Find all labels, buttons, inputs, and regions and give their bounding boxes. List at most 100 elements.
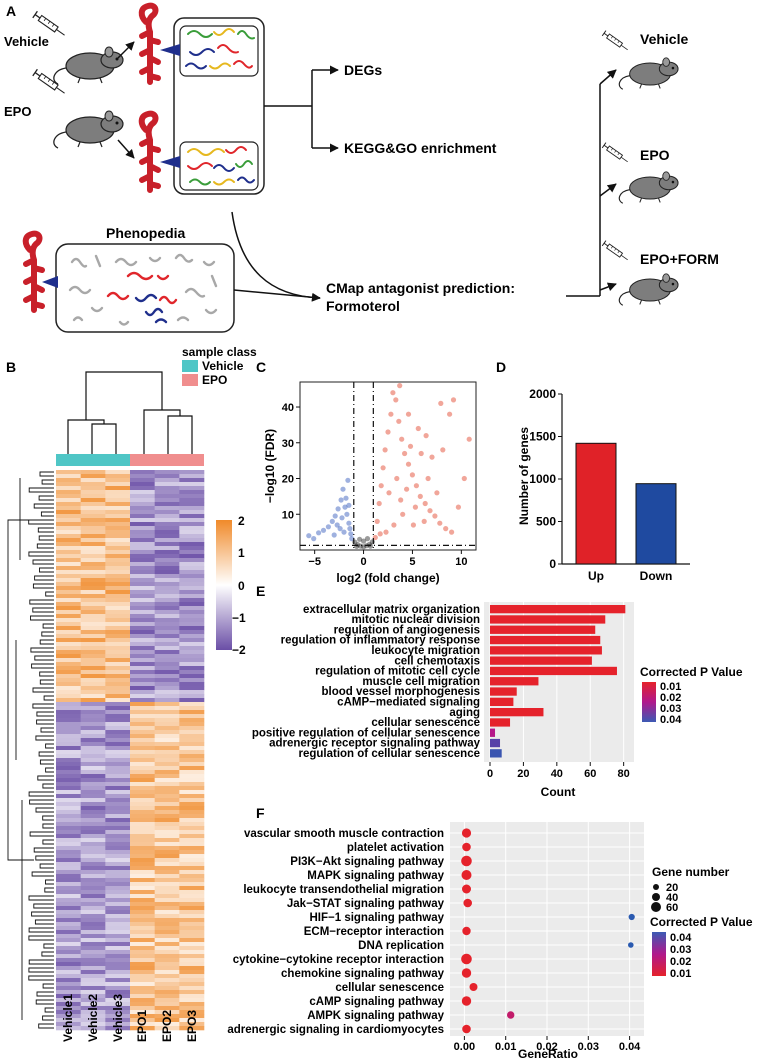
heatmap-cell	[179, 830, 205, 835]
dendrogram-branch	[39, 671, 54, 677]
heatmap-cell	[154, 934, 180, 939]
heatmap-cell	[130, 926, 155, 931]
heatmap-cell	[179, 614, 205, 619]
pathway-dot	[462, 842, 471, 852]
dendrogram-branch	[28, 551, 54, 557]
heatmap-cell	[80, 666, 106, 671]
heatmap-cell	[179, 738, 205, 743]
x-tick-label: 0.04	[619, 1041, 641, 1053]
heatmap-cell	[56, 698, 81, 703]
volcano-point	[364, 536, 371, 542]
heatmap-cell	[80, 834, 106, 839]
heatmap-cell	[80, 530, 106, 535]
heatmap-cell	[154, 498, 180, 503]
heatmap-cell	[130, 814, 155, 819]
heatmap-cell	[56, 770, 81, 775]
heatmap-cell	[179, 502, 205, 507]
heatmap-cell	[179, 758, 205, 763]
heatmap-cell	[179, 658, 205, 663]
heatmap-cell	[80, 554, 106, 559]
heatmap-cell	[105, 550, 131, 555]
heatmap-cell	[154, 578, 180, 583]
heatmap-cell	[130, 522, 155, 527]
mouse-icon	[53, 110, 124, 149]
size-legend-label: 60	[666, 902, 678, 914]
heatmap-cell	[80, 586, 106, 591]
heatmap-cell	[56, 790, 81, 795]
heatmap-cell	[154, 890, 180, 895]
heatmap-cell	[56, 950, 81, 955]
sample-label: EPO3	[185, 1010, 199, 1042]
heatmap-cell	[154, 618, 180, 623]
volcano-point	[450, 397, 457, 403]
heatmap-cell	[105, 546, 131, 551]
heatmap-cell	[80, 750, 106, 755]
heatmap-cell	[130, 534, 155, 539]
heatmap-cell	[105, 1026, 131, 1031]
heatmap-cell	[154, 954, 180, 959]
heatmap-cell	[154, 542, 180, 547]
heatmap-cell	[105, 934, 131, 939]
volcano-point	[361, 544, 367, 550]
dendrogram-branch	[45, 743, 54, 749]
dendrogram-branch	[28, 895, 54, 901]
heatmap-cell	[179, 958, 205, 963]
heatmap-cell	[154, 798, 180, 803]
heatmap-cell	[179, 642, 205, 647]
heatmap-cell	[179, 822, 205, 827]
volcano-point	[413, 483, 419, 489]
heatmap-cell	[179, 654, 205, 659]
heatmap-cell	[56, 954, 81, 959]
heatmap-cell	[179, 606, 205, 611]
heatmap-cell	[56, 1010, 81, 1015]
heatmap-cell	[56, 482, 81, 487]
heatmap-cell	[105, 870, 131, 875]
heatmap-cell	[105, 542, 131, 547]
mouse-label-vehicle: Vehicle	[4, 34, 49, 49]
heatmap-cell	[56, 626, 81, 631]
heatmap-cell	[130, 622, 155, 627]
panel-e: E 0 20 40 60 80 extracellular matrix organiza…	[252, 583, 743, 799]
heatmap-cell	[56, 678, 81, 683]
heatmap-cell	[105, 558, 131, 563]
sample-label: Vehicle2	[86, 994, 100, 1042]
heatmap-cell	[130, 590, 155, 595]
heatmap-cell	[179, 514, 205, 519]
heatmap-cell	[56, 914, 81, 919]
heatmap-cell	[179, 610, 205, 615]
heatmap-cell	[80, 778, 106, 783]
heatmap-cell	[154, 886, 180, 891]
heatmap-cell	[105, 850, 131, 855]
volcano-point	[461, 475, 467, 482]
heatmap-cell	[105, 714, 131, 719]
heatmap-cell	[179, 646, 205, 651]
heatmap-cell	[80, 854, 106, 859]
heatmap-cell	[105, 754, 131, 759]
heatmap-cell	[56, 1018, 81, 1023]
heatmap-cell	[80, 534, 106, 539]
heatmap-cell	[105, 582, 131, 587]
heatmap-cell	[154, 790, 180, 795]
heatmap-cell	[130, 578, 155, 583]
volcano-point	[397, 383, 403, 389]
heatmap-cell	[56, 658, 81, 663]
go-term-label: regulation of inflammatory response	[281, 635, 480, 647]
pathway-label: cytokine−cytokine receptor interaction	[233, 954, 444, 966]
heatmap-cell	[56, 834, 81, 839]
volcano-point	[399, 436, 405, 442]
heatmap-cell	[105, 858, 131, 863]
heatmap-cell	[105, 778, 131, 783]
volcano-point	[432, 513, 438, 519]
heatmap-cell	[130, 658, 155, 663]
pathway-label: PI3K−Akt signaling pathway	[290, 856, 444, 868]
x-tick-label: 60	[584, 768, 596, 780]
heatmap-cell	[154, 990, 180, 995]
heatmap-cell	[154, 594, 180, 599]
group-epo-form: EPO+FORM	[640, 251, 719, 267]
heatmap-cell	[154, 902, 180, 907]
heatmap-cell	[154, 1014, 180, 1019]
heatmap-cell	[56, 510, 81, 515]
volcano-point	[325, 524, 331, 530]
volcano-point	[335, 506, 341, 512]
heatmap-cell	[105, 834, 131, 839]
